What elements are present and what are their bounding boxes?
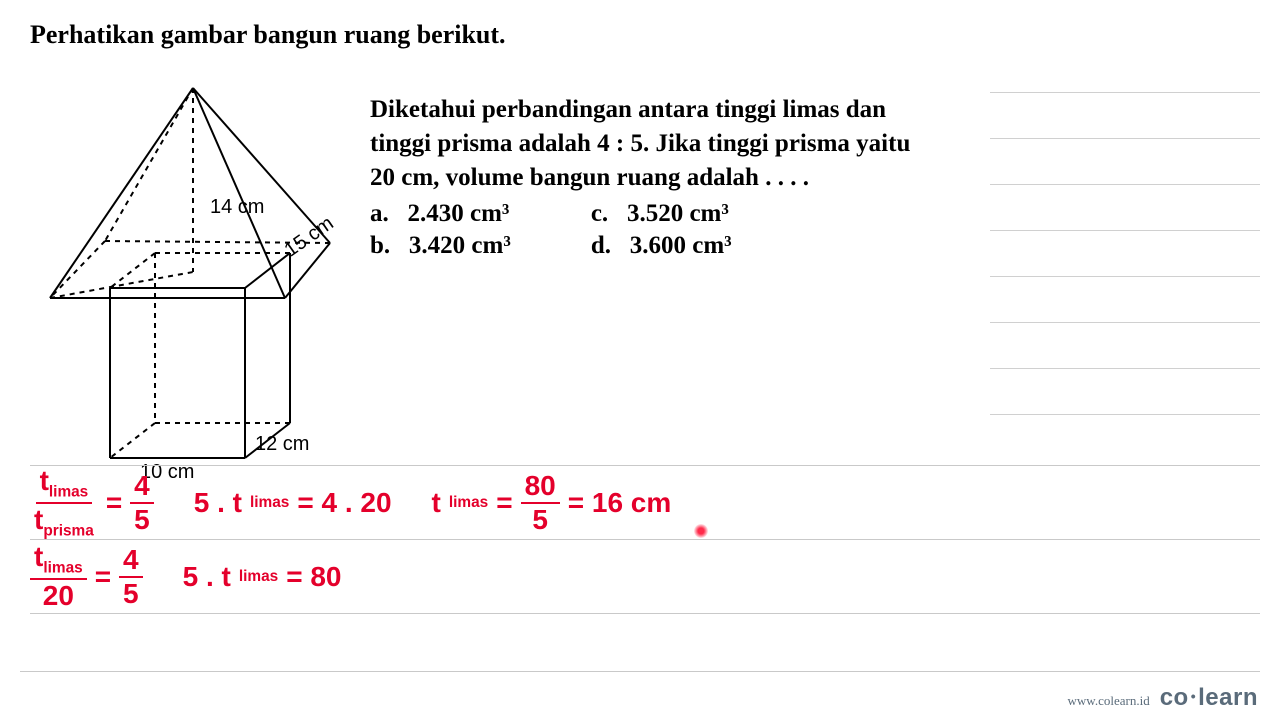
option-d: d. 3.600 cm³	[591, 232, 732, 260]
footer-brand: co•learn	[1160, 684, 1258, 712]
options-col-1: a. 2.430 cm³ b. 3.420 cm³	[370, 200, 511, 260]
page: Perhatikan gambar bangun ruang berikut.	[0, 0, 1280, 720]
row2-mid: 5 . tlimas = 80	[183, 561, 342, 593]
option-c: c. 3.520 cm³	[591, 200, 732, 228]
footer-url: www.colearn.id	[1068, 693, 1150, 709]
bottom-rule	[20, 671, 1260, 672]
label-depth: 12 cm	[255, 433, 309, 455]
work-row-empty	[30, 613, 1260, 687]
work-row-1: tlimas tprisma = 4 5 5 . tlimas = 4 . 20…	[30, 465, 1260, 539]
option-a: a. 2.430 cm³	[370, 200, 511, 228]
options-col-2: c. 3.520 cm³ d. 3.600 cm³	[591, 200, 732, 260]
laser-pointer-icon	[694, 524, 708, 538]
label-pyramid-top: 14 cm	[210, 196, 264, 218]
page-title: Perhatikan gambar bangun ruang berikut.	[30, 20, 1250, 50]
row1-ratio: tlimas tprisma = 4 5	[30, 467, 154, 539]
ruled-lines-right	[990, 92, 1260, 460]
geometry-diagram: 14 cm 15 cm 12 cm 10 cm	[30, 58, 360, 478]
row2-ratio: tlimas 20 = 4 5	[30, 543, 143, 610]
handwritten-work: tlimas tprisma = 4 5 5 . tlimas = 4 . 20…	[30, 465, 1260, 687]
footer: www.colearn.id co•learn	[1068, 684, 1258, 712]
work-row-2: tlimas 20 = 4 5 5 . tlimas = 80	[30, 539, 1260, 613]
option-b: b. 3.420 cm³	[370, 232, 511, 260]
diagram-svg: 14 cm 15 cm 12 cm 10 cm	[30, 58, 360, 478]
row1-result: tlimas = 80 5 = 16 cm	[432, 472, 672, 534]
row1-mid: 5 . tlimas = 4 . 20	[194, 487, 392, 519]
